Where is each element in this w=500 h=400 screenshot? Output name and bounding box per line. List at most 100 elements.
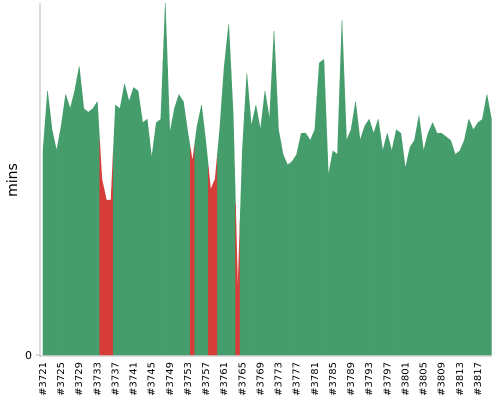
x-tick-label: #3745 bbox=[147, 362, 158, 396]
area-segment bbox=[452, 147, 458, 356]
area-segment bbox=[285, 159, 291, 356]
area-segment bbox=[325, 117, 331, 356]
area-segment bbox=[63, 94, 69, 356]
area-segment bbox=[72, 78, 78, 356]
area-segment bbox=[194, 115, 200, 356]
area-segment bbox=[393, 129, 399, 356]
area-segment bbox=[276, 80, 282, 356]
area-segment bbox=[466, 118, 472, 356]
area-segment bbox=[434, 127, 440, 356]
area-segment bbox=[411, 127, 417, 356]
area-segment bbox=[81, 87, 87, 356]
area-segment bbox=[366, 118, 372, 356]
area-segment bbox=[253, 105, 259, 356]
area-segment bbox=[230, 69, 236, 356]
area-segment bbox=[85, 109, 91, 356]
area-segment bbox=[316, 60, 322, 356]
x-tick-label: #3761 bbox=[219, 362, 230, 396]
area-segment bbox=[443, 134, 449, 356]
x-tick-label: #3801 bbox=[400, 362, 411, 396]
area-segment bbox=[470, 124, 476, 356]
area-segment bbox=[144, 118, 150, 356]
area-segment bbox=[271, 31, 277, 356]
area-segment bbox=[475, 120, 481, 356]
area-segment bbox=[398, 130, 404, 356]
area-segment bbox=[448, 138, 454, 356]
area-segment bbox=[280, 141, 286, 356]
y-tick-label: 0 bbox=[25, 349, 32, 362]
x-tick-label: #3749 bbox=[165, 362, 176, 396]
area-segment bbox=[416, 115, 422, 356]
area-segment bbox=[94, 100, 100, 356]
x-tick-label: #3733 bbox=[92, 362, 103, 396]
area-segment bbox=[149, 138, 155, 356]
area-segment bbox=[357, 120, 363, 356]
area-segment bbox=[180, 97, 186, 356]
area-segment bbox=[140, 106, 146, 356]
area-segment bbox=[112, 104, 118, 356]
area-segment bbox=[103, 189, 109, 356]
x-tick-label: #3725 bbox=[56, 362, 67, 396]
x-tick-label: #3813 bbox=[455, 362, 466, 396]
area-segment bbox=[189, 143, 196, 356]
area-segment bbox=[488, 106, 492, 356]
area-segment bbox=[334, 87, 340, 356]
area-segment bbox=[312, 96, 318, 356]
area-segment bbox=[235, 203, 241, 356]
area-segment bbox=[330, 150, 336, 356]
area-segment bbox=[45, 90, 51, 356]
area-segment bbox=[298, 132, 304, 356]
x-tick-label: #3769 bbox=[255, 362, 266, 396]
area-segment bbox=[185, 117, 191, 356]
area-segment bbox=[135, 88, 141, 356]
area-segment bbox=[389, 140, 395, 356]
area-segment bbox=[131, 87, 137, 356]
x-tick-label: #3741 bbox=[129, 362, 140, 396]
area-segment bbox=[339, 20, 345, 356]
x-tick-label: #3757 bbox=[201, 362, 212, 396]
area-segment bbox=[90, 104, 96, 356]
area-segment bbox=[375, 119, 381, 356]
area-segment bbox=[307, 134, 313, 356]
area-segment bbox=[321, 58, 327, 356]
area-segment bbox=[266, 75, 273, 356]
x-tick-label: #3793 bbox=[364, 362, 375, 396]
y-axis-label: mins bbox=[5, 163, 21, 197]
area-segment bbox=[248, 99, 254, 356]
area-segment bbox=[108, 152, 114, 356]
area-segment bbox=[421, 133, 427, 356]
area-segment bbox=[54, 138, 60, 356]
x-tick-label: #3777 bbox=[292, 362, 303, 396]
area-segment bbox=[461, 129, 467, 356]
x-tick-label: #3781 bbox=[310, 362, 321, 396]
area-segment bbox=[439, 132, 445, 356]
area-segment bbox=[117, 96, 123, 356]
area-segment bbox=[76, 66, 82, 356]
area-segment bbox=[203, 124, 209, 356]
area-segment bbox=[402, 150, 408, 356]
area-segment bbox=[42, 120, 46, 356]
area-segment bbox=[289, 157, 295, 356]
area-segment bbox=[244, 73, 250, 356]
area-segment bbox=[239, 112, 245, 356]
x-tick-label: #3721 bbox=[38, 362, 49, 396]
x-tick-label: #3809 bbox=[437, 362, 448, 396]
area-segment bbox=[257, 110, 263, 356]
area-segment bbox=[162, 2, 168, 356]
area-segment bbox=[343, 80, 350, 356]
area-segment bbox=[208, 166, 214, 356]
area-segment bbox=[384, 133, 390, 356]
area-segment bbox=[153, 120, 159, 356]
area-segment bbox=[226, 24, 232, 356]
area-segment bbox=[217, 98, 223, 356]
area-segment bbox=[262, 90, 268, 356]
area-segment bbox=[479, 106, 485, 356]
area-segment bbox=[126, 92, 132, 356]
area-segment bbox=[49, 110, 55, 356]
area-segment bbox=[158, 61, 164, 356]
area-segment bbox=[99, 140, 105, 356]
area-segment bbox=[407, 142, 413, 356]
x-tick-label: #3789 bbox=[346, 362, 357, 396]
x-tick-label: #3753 bbox=[183, 362, 194, 396]
